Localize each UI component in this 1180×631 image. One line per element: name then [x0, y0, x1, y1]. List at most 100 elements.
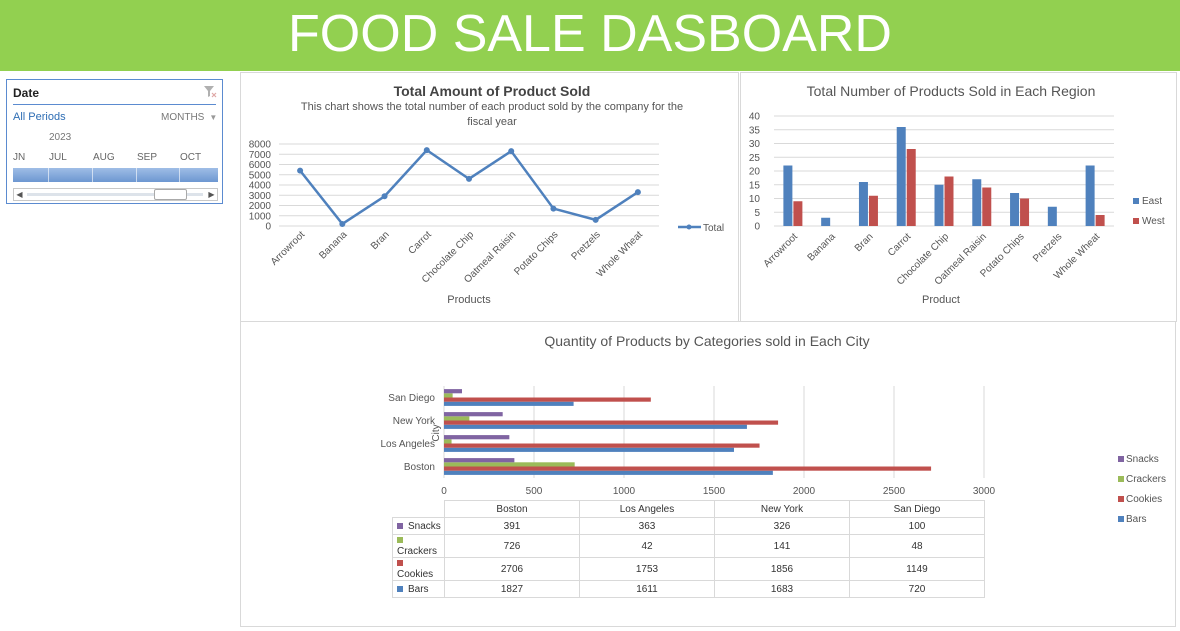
bar-crackers: [444, 393, 453, 398]
legend-swatch-crackers: [1118, 476, 1124, 482]
table-cell: 1611: [579, 580, 715, 598]
y-tick-label: 35: [749, 125, 761, 136]
y-tick-label: 2000: [249, 201, 272, 212]
data-point: [592, 216, 599, 223]
bar-east: [934, 184, 944, 226]
x-tick-label: 500: [526, 486, 543, 497]
bar-east: [1085, 165, 1095, 226]
table-cell: 1149: [849, 557, 985, 581]
x-tick-label: Carrot: [886, 231, 914, 259]
chart-title: Total Number of Products Sold in Each Re…: [807, 83, 1096, 99]
legend-swatch-cookies: [1118, 496, 1124, 502]
bar-bars: [444, 470, 773, 475]
x-tick-label: 1000: [613, 486, 636, 497]
data-point: [550, 205, 557, 212]
bar-bars: [444, 447, 734, 452]
timeline-month: SEP: [137, 152, 158, 163]
region-bar-chart: Total Number of Products Sold in Each Re…: [749, 83, 1165, 306]
scroll-right-icon[interactable]: ▶: [208, 190, 215, 199]
y-tick-label: 3000: [249, 191, 272, 202]
bar-east: [896, 127, 906, 226]
bar-east: [972, 179, 982, 226]
bar-west: [868, 195, 878, 226]
table-cell: 363: [579, 517, 715, 535]
scroll-thumb[interactable]: [154, 189, 187, 200]
line-chart: Total Amount of Product Sold This chart …: [249, 83, 724, 306]
bar-snacks: [444, 389, 462, 394]
bar-crackers: [444, 439, 452, 444]
timeline-scrollbar[interactable]: ◀ ▶: [13, 188, 218, 201]
table-header: Boston: [444, 500, 580, 518]
y-tick-label: 6000: [249, 160, 272, 171]
swatch-bars: [397, 585, 403, 592]
bar-east: [821, 217, 831, 226]
legend-swatch-east: [1133, 198, 1139, 204]
legend-label-west: West: [1142, 216, 1165, 227]
legend-swatch-bars: [1118, 516, 1124, 522]
bar-west: [793, 201, 803, 226]
x-tick-label: Carrot: [406, 229, 434, 257]
time-level-dropdown[interactable]: MONTHS ▼: [161, 112, 217, 123]
y-tick-label: 15: [749, 180, 761, 191]
table-row: Crackers 726 42 141 48: [392, 534, 985, 558]
table-cell: 1683: [714, 580, 850, 598]
timeline-divider: [48, 168, 49, 182]
y-tick-label: 1000: [249, 211, 272, 222]
bar-crackers: [444, 416, 470, 421]
x-tick-label: Bran: [369, 229, 392, 252]
bar-east: [1047, 206, 1057, 226]
row-label: Cookies: [392, 557, 445, 581]
date-timeline-slicer[interactable]: Date All Periods MONTHS ▼ 2023 JN JUL AUG…: [6, 79, 223, 204]
data-point: [634, 189, 641, 196]
timeline-divider: [92, 168, 93, 182]
swatch-crackers: [397, 537, 403, 544]
bar-snacks: [444, 412, 503, 417]
city-bar-chart: Quantity of Products by Categories sold …: [381, 333, 1167, 525]
row-label: Bars: [392, 580, 445, 598]
timeline-selection-bar[interactable]: [13, 168, 218, 182]
chart-title: Total Amount of Product Sold: [394, 83, 591, 99]
table-header: New York: [714, 500, 850, 518]
table-row: Snacks 391 363 326 100: [392, 517, 985, 535]
slicer-header: Date: [13, 86, 40, 100]
y-tick-label: Los Angeles: [381, 439, 436, 450]
data-table: Boston Los Angeles New York San Diego Sn…: [392, 500, 985, 598]
table-corner: [392, 500, 445, 518]
timeline-month: JN: [13, 152, 26, 163]
y-tick-label: San Diego: [388, 393, 435, 404]
region-chart-panel: Total Number of Products Sold in Each Re…: [740, 72, 1177, 322]
legend-label-crackers: Crackers: [1126, 474, 1166, 485]
timeline-divider: [136, 168, 137, 182]
table-row: Bars 1827 1611 1683 720: [392, 580, 985, 598]
city-chart-panel: Quantity of Products by Categories sold …: [240, 321, 1176, 627]
table-cell: 141: [714, 534, 850, 558]
legend-marker-total: [686, 224, 692, 230]
x-tick-label: 0: [441, 486, 447, 497]
row-label-text: Crackers: [397, 546, 438, 557]
table-cell: 720: [849, 580, 985, 598]
scroll-left-icon[interactable]: ◀: [16, 190, 23, 199]
legend-label-snacks: Snacks: [1126, 454, 1159, 465]
x-tick-label: Pretzels: [1031, 231, 1064, 264]
bar-cookies: [444, 466, 932, 471]
bar-cookies: [444, 443, 760, 448]
table-cell: 48: [849, 534, 985, 558]
bar-east: [783, 165, 793, 226]
x-tick-label: 2500: [883, 486, 906, 497]
table-cell: 326: [714, 517, 850, 535]
title-banner: FOOD SALE DASBOARD: [0, 0, 1180, 71]
y-tick-label: 8000: [249, 140, 272, 151]
x-tick-label: 1500: [703, 486, 726, 497]
swatch-snacks: [397, 522, 403, 529]
clear-filter-icon[interactable]: [203, 85, 217, 99]
timeline-month: JUL: [49, 152, 67, 163]
all-periods-link[interactable]: All Periods: [13, 111, 66, 123]
scroll-track[interactable]: [27, 193, 203, 196]
table-header-row: Boston Los Angeles New York San Diego: [392, 500, 985, 518]
bar-crackers: [444, 462, 575, 467]
bar-snacks: [444, 458, 515, 463]
data-point: [466, 175, 472, 182]
x-tick-label: Potato Chips: [512, 229, 560, 277]
series-line-total: [299, 148, 639, 226]
y-tick-label: 10: [749, 194, 761, 205]
